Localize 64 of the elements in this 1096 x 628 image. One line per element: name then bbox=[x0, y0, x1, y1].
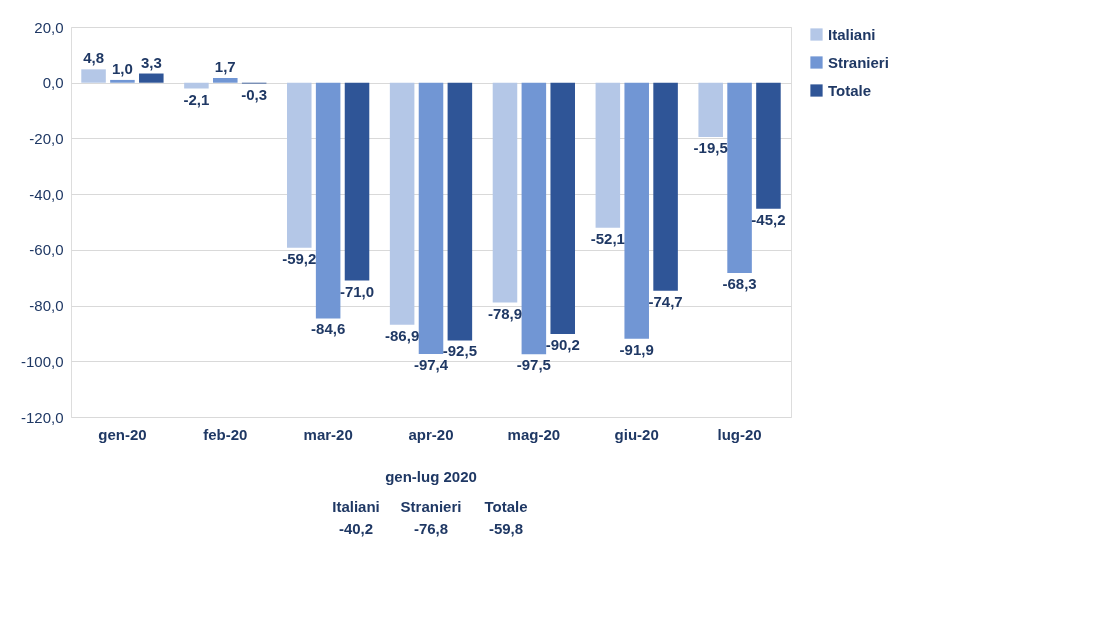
data-label: 1,7 bbox=[214, 57, 236, 75]
x-tick-label: feb-20 bbox=[203, 425, 248, 443]
y-tick-label: -20,0 bbox=[29, 129, 64, 147]
bar bbox=[698, 82, 723, 138]
bar bbox=[595, 82, 621, 228]
data-label: -91,9 bbox=[619, 340, 654, 358]
y-tick-label: 0,0 bbox=[42, 74, 64, 92]
text: -59,8 bbox=[488, 520, 524, 537]
bar bbox=[344, 82, 370, 281]
bar bbox=[727, 82, 752, 273]
bar bbox=[139, 73, 164, 83]
data-label: 3,3 bbox=[140, 53, 162, 71]
data-label: -74,7 bbox=[648, 292, 683, 310]
data-label: -52,1 bbox=[590, 229, 625, 247]
bar bbox=[110, 79, 135, 83]
x-tick-label: apr-20 bbox=[408, 425, 454, 443]
text: -40,2 bbox=[338, 520, 374, 537]
bar bbox=[653, 82, 678, 291]
y-tick-label: -120,0 bbox=[20, 408, 64, 426]
x-tick-label: giu-20 bbox=[614, 425, 659, 443]
bar bbox=[756, 82, 781, 209]
bar bbox=[447, 82, 473, 341]
data-label: -0,3 bbox=[241, 85, 268, 103]
data-label: 1,0 bbox=[112, 59, 133, 77]
bar bbox=[550, 82, 575, 334]
data-label: -84,6 bbox=[311, 320, 346, 338]
bar bbox=[418, 82, 444, 355]
y-tick-label: -80,0 bbox=[29, 297, 64, 315]
bar bbox=[81, 69, 106, 83]
data-label: -45,2 bbox=[751, 210, 786, 228]
data-label: -59,2 bbox=[282, 249, 317, 267]
legend-label: Italiani bbox=[828, 25, 876, 43]
x-tick-label: gen-20 bbox=[98, 425, 147, 443]
data-label: -86,9 bbox=[385, 326, 420, 344]
bar bbox=[287, 82, 312, 248]
bar bbox=[492, 82, 518, 303]
data-label: -78,9 bbox=[487, 304, 523, 322]
text: Italiani bbox=[332, 498, 380, 515]
bar bbox=[624, 82, 649, 339]
data-label: -97,5 bbox=[516, 356, 551, 374]
bar bbox=[184, 82, 209, 89]
data-label: -71,0 bbox=[339, 282, 375, 300]
data-label: -19,5 bbox=[693, 139, 728, 157]
text: gen-lug 2020 bbox=[385, 468, 477, 485]
y-tick-label: -40,0 bbox=[29, 185, 64, 203]
data-label: -68,3 bbox=[722, 274, 757, 292]
x-tick-label: mag-20 bbox=[507, 425, 561, 443]
bar bbox=[389, 82, 415, 325]
text: Totale bbox=[484, 498, 528, 515]
legend-label: Totale bbox=[828, 81, 872, 99]
text: Stranieri bbox=[400, 498, 462, 515]
text: -76,8 bbox=[413, 520, 449, 537]
y-tick-label: -100,0 bbox=[20, 352, 64, 370]
x-tick-label: mar-20 bbox=[303, 425, 353, 443]
legend-label: Stranieri bbox=[828, 53, 889, 71]
data-label: 4,8 bbox=[83, 49, 104, 67]
bar bbox=[315, 82, 341, 319]
x-tick-label: lug-20 bbox=[717, 425, 762, 443]
bar bbox=[521, 82, 547, 355]
bar bbox=[213, 77, 238, 83]
data-label: -90,2 bbox=[545, 335, 580, 353]
data-label: -2,1 bbox=[183, 90, 210, 108]
y-tick-label: 20,0 bbox=[34, 18, 64, 36]
y-tick-label: -60,0 bbox=[29, 241, 64, 259]
